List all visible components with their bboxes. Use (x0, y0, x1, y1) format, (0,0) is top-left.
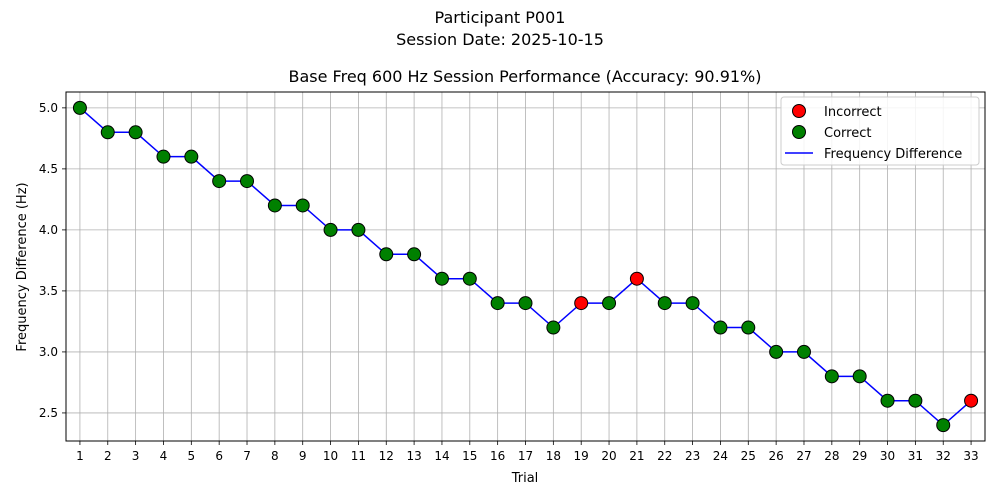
y-tick-label: 4.5 (39, 162, 58, 176)
grid (66, 92, 985, 441)
correct-point (713, 320, 728, 335)
y-tick-label: 5.0 (39, 101, 58, 115)
x-tick-label: 7 (243, 449, 251, 463)
x-tick-label: 21 (629, 449, 644, 463)
x-tick-label: 6 (215, 449, 223, 463)
legend-incorrect-label: Incorrect (824, 105, 882, 120)
correct-point (657, 296, 672, 311)
y-tick-label: 4.0 (39, 223, 58, 237)
legend[interactable]: Incorrect Correct Frequency Difference (780, 96, 980, 166)
correct-point (546, 320, 561, 335)
correct-point (602, 296, 617, 311)
correct-point (323, 222, 338, 237)
x-tick-label: 32 (936, 449, 951, 463)
x-tick-label: 5 (187, 449, 195, 463)
correct-point (852, 369, 867, 384)
x-tick-label: 20 (601, 449, 616, 463)
x-tick-label: 1 (76, 449, 84, 463)
correct-point (741, 320, 756, 335)
y-axis-label: Frequency Difference (Hz) (15, 182, 30, 351)
correct-point (72, 100, 87, 115)
correct-point (379, 247, 394, 262)
x-tick-label: 28 (824, 449, 839, 463)
x-tick-label: 15 (462, 449, 477, 463)
x-tick-label: 19 (574, 449, 589, 463)
x-tick-label: 30 (880, 449, 895, 463)
x-tick-label: 2 (104, 449, 112, 463)
chart-title: Base Freq 600 Hz Session Performance (Ac… (289, 67, 762, 86)
y-tick-label: 2.5 (39, 406, 58, 420)
correct-point (212, 174, 227, 189)
x-tick-label: 11 (351, 449, 366, 463)
x-tick-label: 13 (406, 449, 421, 463)
y-tick-label: 3.0 (39, 345, 58, 359)
x-tick-label: 17 (518, 449, 533, 463)
correct-point (518, 296, 533, 311)
correct-point (824, 369, 839, 384)
x-tick-label: 3 (132, 449, 140, 463)
x-tick-label: 16 (490, 449, 505, 463)
legend-frequency-difference[interactable]: Frequency Difference (785, 147, 962, 162)
x-tick-label: 31 (908, 449, 923, 463)
x-tick-label: 25 (741, 449, 756, 463)
correct-point (267, 198, 282, 213)
correct-point (434, 271, 449, 286)
incorrect-point (629, 271, 644, 286)
x-axis-label: Trial (511, 471, 539, 486)
correct-point (769, 344, 784, 359)
x-tick-label: 10 (323, 449, 338, 463)
y-tick-label: 3.5 (39, 284, 58, 298)
x-tick-label: 4 (160, 449, 168, 463)
legend-box (780, 96, 980, 166)
correct-point (351, 222, 366, 237)
session-date: Session Date: 2025-10-15 (396, 30, 604, 49)
correct-point (156, 149, 171, 164)
incorrect-point (574, 296, 589, 311)
x-tick-label: 12 (379, 449, 394, 463)
legend-correct-label: Correct (824, 126, 871, 141)
correct-point (685, 296, 700, 311)
correct-point (908, 393, 923, 408)
correct-point (796, 344, 811, 359)
correct-point (490, 296, 505, 311)
legend-frequency-difference-label: Frequency Difference (824, 147, 962, 162)
x-axis: 1 2 3 4 5 6 7 8 9 10 11 12 13 14 15 16 17 18 19 20 21 22 23 24 2… (76, 441, 979, 463)
correct-point (936, 418, 951, 433)
x-tick-label: 26 (768, 449, 783, 463)
x-tick-label: 24 (713, 449, 728, 463)
legend-incorrect-marker (792, 104, 806, 118)
correct-point (295, 198, 310, 213)
x-tick-label: 23 (685, 449, 700, 463)
x-tick-label: 27 (796, 449, 811, 463)
series (72, 100, 979, 433)
legend-correct-marker (792, 125, 806, 139)
x-tick-label: 14 (434, 449, 449, 463)
correct-point (128, 125, 143, 140)
legend-correct[interactable]: Correct (792, 125, 872, 142)
incorrect-point (964, 393, 979, 408)
correct-point (462, 271, 477, 286)
correct-point (184, 149, 199, 164)
x-tick-label: 22 (657, 449, 672, 463)
legend-incorrect[interactable]: Incorrect (792, 104, 882, 121)
participant-title: Participant P001 (434, 8, 566, 27)
correct-point (880, 393, 895, 408)
correct-point (100, 125, 115, 140)
x-tick-label: 33 (963, 449, 978, 463)
correct-point (240, 174, 255, 189)
x-tick-label: 18 (546, 449, 561, 463)
correct-point (407, 247, 422, 262)
x-tick-label: 8 (271, 449, 279, 463)
x-tick-label: 29 (852, 449, 867, 463)
x-tick-label: 9 (299, 449, 307, 463)
y-axis: 2.5 3.0 3.5 4.0 4.5 5.0 (39, 101, 66, 420)
